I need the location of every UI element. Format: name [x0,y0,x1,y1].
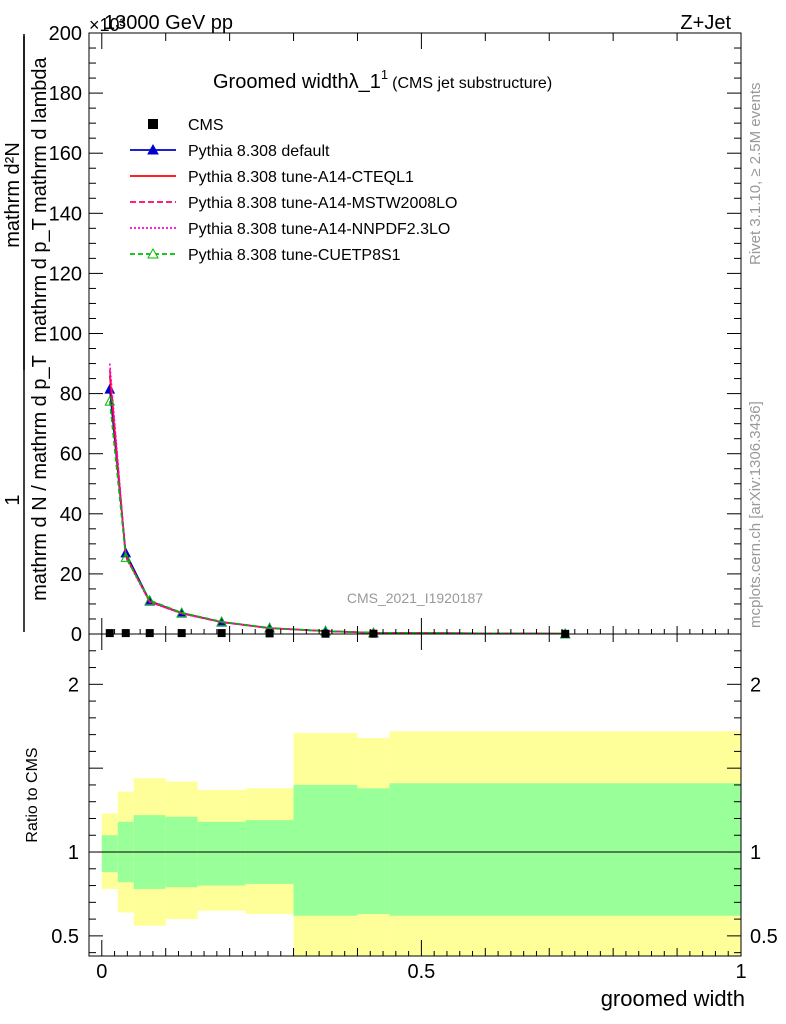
y-tick-label: 40 [60,504,82,526]
main-series-group [104,363,571,639]
legend-label-cuetp8s1: Pythia 8.308 tune-CUETP8S1 [188,247,401,264]
series-marker-default [104,383,116,394]
series-marker-cuetp8s1 [104,395,116,406]
x-tick-label: 0.5 [407,961,435,983]
ratio-y-tick-label-right: 2 [750,674,761,696]
plot-title-sup: 1 [381,67,388,82]
cms-data-point [145,629,154,638]
ratio-plot-frame [88,633,742,957]
ratio-band-inner [197,821,246,886]
legend-marker-default [147,143,159,155]
y-tick-label: 140 [49,203,82,225]
legend-label-cteql1: Pythia 8.308 tune-A14-CTEQL1 [188,169,414,186]
ratio-band-inner [357,788,390,915]
y-tick-label: 120 [49,263,82,285]
legend-marker-cms [148,119,158,129]
series-line-cuetp8s1 [108,401,566,635]
legend-label-cms: CMS [188,117,224,134]
ratio-band-inner [293,784,358,916]
ratio-y-tick-label-right: 1 [750,842,761,864]
ylabel-outer-denominator: mathrm d N / mathrm d p_T [29,355,51,601]
ylabel-inner-denominator: mathrm d p_T mathrm d lambda [29,56,51,342]
ratio-y-tick-label-left: 1 [68,842,79,864]
series-marker-cuetp8s1 [120,551,132,562]
header-energy: 13000 GeV pp [104,12,233,34]
main-ylabel: 1 mathrm d N / mathrm d p_T mathrm d²N m… [2,34,51,632]
ratio-y-tick-label-left: 0.5 [51,926,79,948]
ratio-band-inner [389,783,741,916]
main-plot-frame [88,32,742,635]
legend-label-default: Pythia 8.308 default [188,143,330,160]
legend-label-mstw: Pythia 8.308 tune-A14-MSTW2008LO [188,195,457,212]
analysis-watermark: CMS_2021_I1920187 [347,590,483,606]
plot-title-main: Groomed widthλ_1 [213,71,381,93]
y-tick-label: 160 [49,143,82,165]
y-tick-label: 180 [49,83,82,105]
cms-data-point [121,629,130,638]
header-process: Z+Jet [680,12,731,34]
ratio-uncertainty-bands [101,731,741,956]
ratio-band-inner [101,835,118,873]
x-tick-label: 0 [96,961,107,983]
series-marker-cuetp8s1 [176,607,188,618]
y-exponent: ×10³ [89,15,126,35]
y-tick-label: 20 [60,564,82,586]
series-line-nnpdf [108,363,566,635]
axis-ticks [89,32,742,956]
side-label-rivet: Rivet 3.1.10, ≥ 2.5M events [747,83,764,266]
side-label-mcplots: mcplots.cern.ch [arXiv:1306.3436] [747,401,764,628]
y-tick-label: 200 [49,23,82,45]
ratio-ylabel: Ratio to CMS [24,747,41,842]
cms-data-point [105,629,114,638]
xlabel: groomed width [601,986,745,1011]
ratio-y-tick-label-left: 2 [68,674,79,696]
cms-data-point [217,629,226,638]
series-line-cteql1 [108,375,566,635]
legend-marker-cuetp8s1 [147,247,159,259]
cms-data-point [265,629,274,638]
plot-title: Groomed widthλ_11 (CMS jet substructure) [213,67,552,93]
ratio-y-tick-label-right: 0.5 [750,926,778,948]
legend-label-nnpdf: Pythia 8.308 tune-A14-NNPDF2.3LO [188,221,450,238]
legend: CMS Pythia 8.308 default Pythia 8.308 tune… [130,117,457,264]
ylabel-inner-numerator: mathrm d²N [2,142,24,248]
x-tick-label: 1 [735,961,746,983]
plot-title-sub: (CMS jet substructure) [392,75,552,92]
series-marker-cuetp8s1 [216,616,227,627]
y-tick-label: 60 [60,444,82,466]
cms-data-point [177,629,186,638]
ylabel-outer-numerator: 1 [2,494,24,505]
series-line-mstw [108,369,566,635]
y-tick-label: 80 [60,384,82,406]
y-tick-label: 100 [49,324,82,346]
y-tick-label: 0 [71,624,82,646]
series-line-default [108,389,566,635]
series-marker-cuetp8s1 [144,594,156,605]
